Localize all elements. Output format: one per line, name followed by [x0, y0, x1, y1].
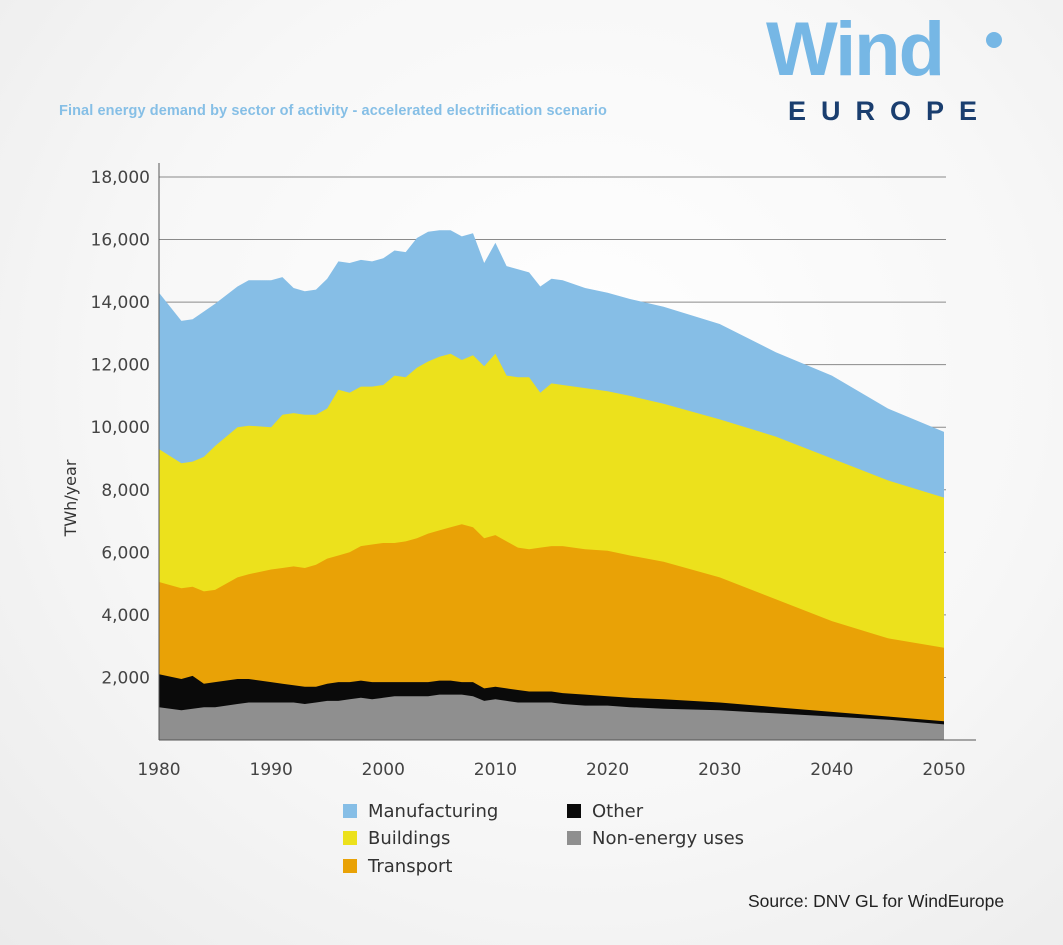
x-tick-label: 2020: [586, 760, 629, 780]
x-tick-label: 2000: [362, 760, 405, 780]
legend-item-manufacturing: Manufacturing: [343, 800, 498, 822]
legend-label-manufacturing: Manufacturing: [368, 800, 499, 822]
legend-label-transport: Transport: [368, 855, 453, 877]
legend-label-buildings: Buildings: [368, 827, 451, 849]
y-tick-label: 12,000: [91, 356, 150, 376]
legend-item-transport: Transport: [343, 855, 452, 877]
y-tick-label: 4,000: [101, 606, 150, 626]
legend-swatch-other: [567, 804, 581, 818]
x-tick-label: 1990: [250, 760, 293, 780]
legend-item-buildings: Buildings: [343, 827, 450, 849]
logo-word: Wind: [766, 7, 945, 92]
y-tick-label: 18,000: [91, 168, 150, 188]
logo-subtitle: EUROPE: [788, 96, 993, 126]
legend-swatch-buildings: [343, 831, 357, 845]
y-tick-label: 8,000: [101, 481, 150, 501]
legend-label-non-energy-uses: Non-energy uses: [592, 827, 745, 849]
x-tick-label: 2010: [474, 760, 517, 780]
legend-swatch-manufacturing: [343, 804, 357, 818]
x-tick-labels: 1980 1990 2000 2010 2020 2030 2040 2050: [137, 760, 965, 780]
x-tick-label: 2050: [922, 760, 965, 780]
y-tick-label: 14,000: [91, 293, 150, 313]
chart-title: Final energy demand by sector of activit…: [59, 103, 607, 119]
x-tick-label: 2030: [698, 760, 741, 780]
legend-swatch-transport: [343, 859, 357, 873]
area-non-energy: [159, 694, 944, 740]
legend-swatch-non-energy-uses: [567, 831, 581, 845]
x-tick-label: 2040: [810, 760, 853, 780]
y-tick-label: 6,000: [101, 543, 150, 563]
y-tick-labels: 2,000 4,000 6,000 8,000 10,000 12,000 14,000 16…: [91, 168, 150, 688]
stacked-areas: [159, 230, 944, 740]
legend-item-other: Other: [567, 800, 643, 822]
x-tick-label: 1980: [137, 760, 180, 780]
y-axis-label: TWh/year: [61, 459, 80, 537]
legend-item-non-energy-uses: Non-energy uses: [567, 827, 744, 849]
logo-dot: [986, 32, 1002, 48]
y-tick-label: 16,000: [91, 231, 150, 251]
axes: [158, 163, 976, 741]
y-tick-label: 2,000: [101, 668, 150, 688]
y-tick-label: 10,000: [91, 418, 150, 438]
source-note: Source: DNV GL for WindEurope: [748, 891, 1005, 911]
legend-label-other: Other: [592, 800, 644, 822]
